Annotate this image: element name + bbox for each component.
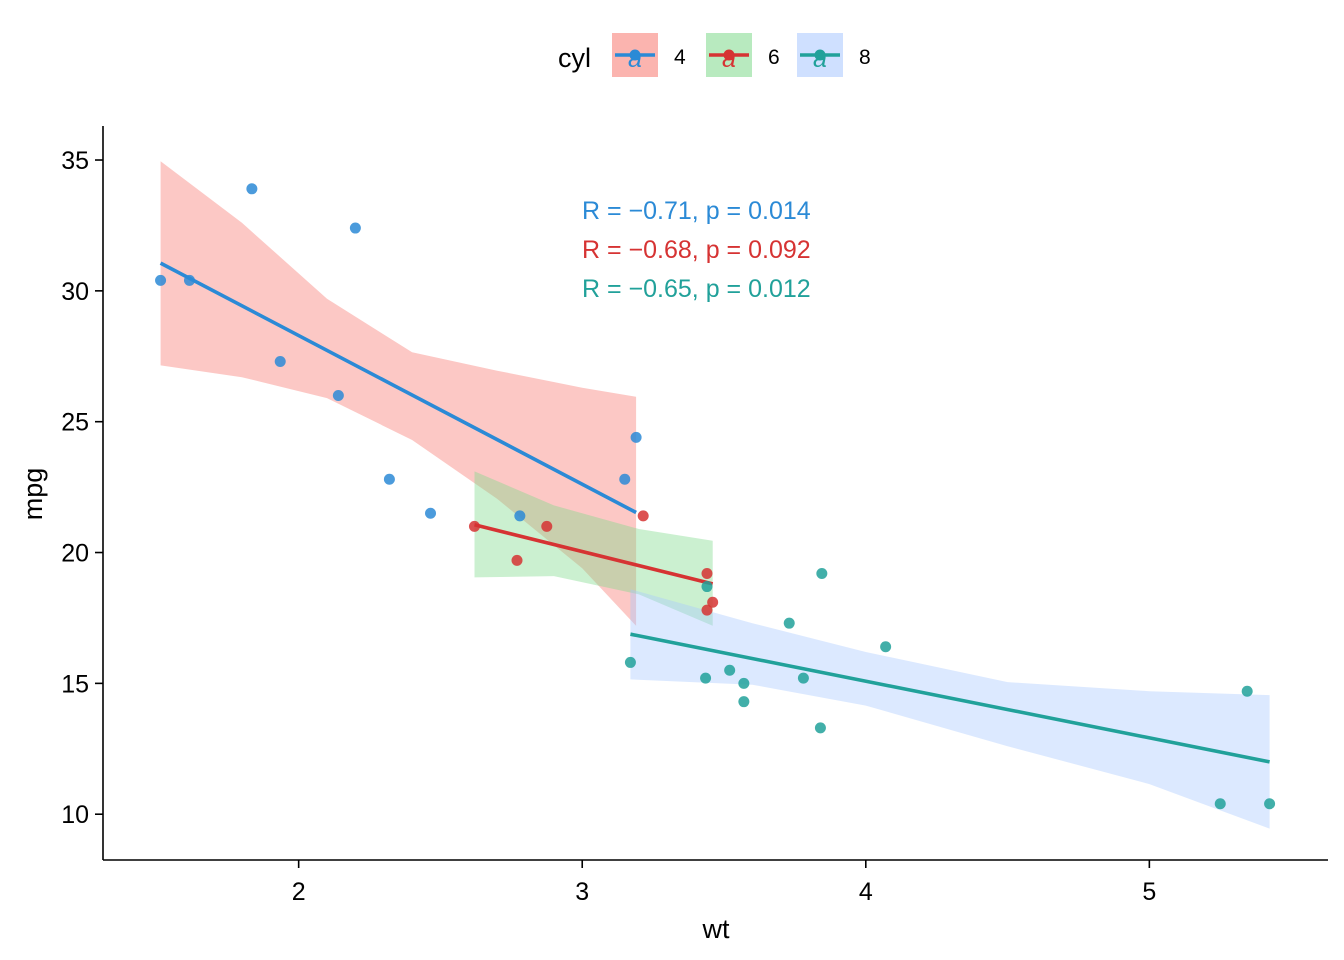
data-point-cyl-4 <box>349 222 361 234</box>
y-tick-label: 25 <box>61 409 89 437</box>
data-point-cyl-8 <box>816 567 828 579</box>
data-point-cyl-8 <box>880 641 892 653</box>
data-point-cyl-6 <box>468 520 480 532</box>
data-point-cyl-8 <box>1214 798 1226 810</box>
y-tick-label: 35 <box>61 147 89 175</box>
data-point-cyl-8 <box>1264 798 1276 810</box>
data-point-cyl-6 <box>701 567 713 579</box>
data-point-cyl-4 <box>246 183 258 195</box>
legend-key-point <box>814 49 826 61</box>
data-point-cyl-4 <box>155 274 167 286</box>
legend-key-glyph: a <box>813 45 827 73</box>
y-axis-title: mpg <box>18 468 48 521</box>
data-point-cyl-4 <box>630 431 642 443</box>
y-tick-label: 10 <box>61 801 89 829</box>
x-tick-label: 4 <box>859 878 873 906</box>
data-point-cyl-4 <box>425 507 437 519</box>
data-point-cyl-4 <box>274 356 286 368</box>
data-point-cyl-6 <box>511 554 523 566</box>
legend-label: 8 <box>859 46 871 69</box>
regression-lines <box>159 261 1270 764</box>
confidence-band-cyl-8 <box>630 589 1270 829</box>
data-points <box>155 183 1276 810</box>
legend-key-glyph: a <box>628 45 642 73</box>
correlation-labels: R = −0.71, p = 0.014 R = −0.68, p = 0.092… <box>582 197 811 303</box>
y-tick-label: 30 <box>61 278 89 306</box>
legend-title: cyl <box>558 43 591 73</box>
data-point-cyl-4 <box>183 274 195 286</box>
y-tick-label: 15 <box>61 670 89 698</box>
data-point-cyl-4 <box>619 473 631 485</box>
data-point-cyl-8 <box>701 581 713 593</box>
confidence-band-cyl-6 <box>474 471 713 626</box>
data-point-cyl-8 <box>738 677 750 689</box>
correlation-label-cyl-8: R = −0.65, p = 0.012 <box>582 275 811 303</box>
data-point-cyl-6 <box>701 604 713 616</box>
correlation-label-cyl-4: R = −0.71, p = 0.014 <box>582 197 811 225</box>
x-tick-label: 3 <box>575 878 589 906</box>
regression-line-cyl-4 <box>159 261 637 515</box>
legend-key-glyph: a <box>722 45 736 73</box>
data-point-cyl-6 <box>637 510 649 522</box>
legend-label: 6 <box>768 46 780 69</box>
regression-line-cyl-8 <box>630 632 1270 764</box>
data-point-cyl-6 <box>707 596 719 608</box>
x-axis-title: wt <box>702 914 730 944</box>
data-point-cyl-8 <box>624 656 636 668</box>
data-point-cyl-8 <box>724 664 736 676</box>
y-tick-label: 20 <box>61 540 89 568</box>
legend-label: 4 <box>674 46 686 69</box>
confidence-bands <box>160 161 1270 829</box>
regression-line-cyl-6 <box>474 523 714 586</box>
x-tick-label: 2 <box>292 878 306 906</box>
data-point-cyl-6 <box>541 520 553 532</box>
data-point-cyl-8 <box>1241 685 1253 697</box>
data-point-cyl-4 <box>383 473 395 485</box>
data-point-cyl-8 <box>783 617 795 629</box>
data-point-cyl-8 <box>797 672 809 684</box>
axes: 2 3 4 5 10 15 20 25 30 35 wt mpg <box>18 126 1328 944</box>
data-point-cyl-4 <box>514 510 526 522</box>
y-ticks: 10 15 20 25 30 35 <box>61 147 103 829</box>
x-ticks: 2 3 4 5 <box>292 860 1156 906</box>
data-point-cyl-8 <box>700 672 712 684</box>
legend-key-point <box>629 49 641 61</box>
x-tick-label: 5 <box>1142 878 1156 906</box>
data-point-cyl-4 <box>332 390 344 402</box>
legend-key-point <box>723 49 735 61</box>
correlation-label-cyl-6: R = −0.68, p = 0.092 <box>582 236 811 264</box>
confidence-band-cyl-4 <box>160 161 637 626</box>
data-point-cyl-8 <box>814 722 826 734</box>
data-point-cyl-8 <box>738 696 750 708</box>
